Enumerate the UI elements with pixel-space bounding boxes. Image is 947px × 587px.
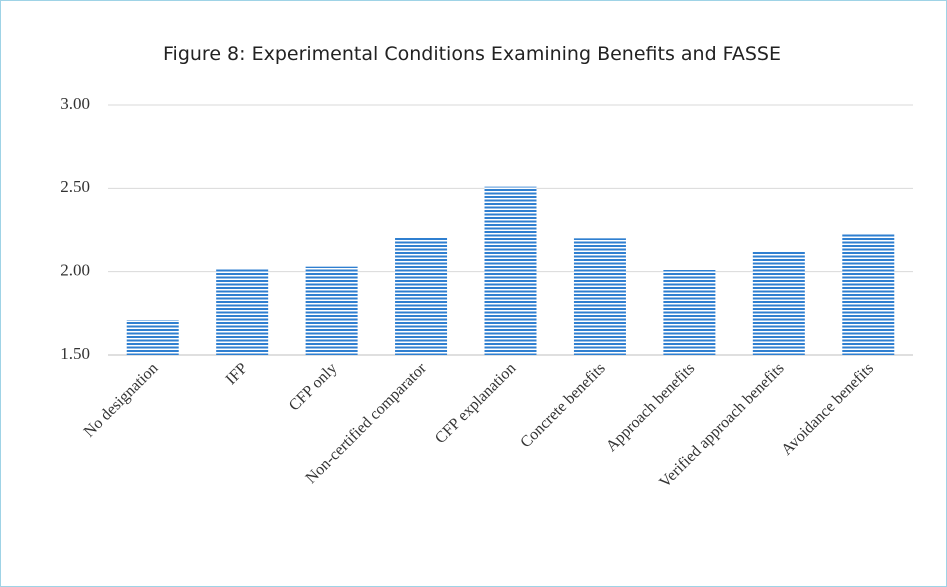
bar (573, 238, 626, 355)
bar (305, 266, 358, 355)
chart-title: Figure 8: Experimental Conditions Examin… (163, 43, 781, 65)
y-tick-label: 2.00 (60, 261, 90, 280)
bar (484, 186, 537, 355)
bar (752, 251, 805, 355)
y-tick-label: 2.50 (60, 177, 90, 196)
bar (395, 236, 448, 355)
bar (842, 233, 895, 355)
y-tick-label: 3.00 (60, 94, 90, 113)
y-tick-label: 1.50 (60, 344, 90, 363)
bar (126, 320, 179, 355)
bar (663, 270, 716, 355)
bar (216, 268, 269, 355)
